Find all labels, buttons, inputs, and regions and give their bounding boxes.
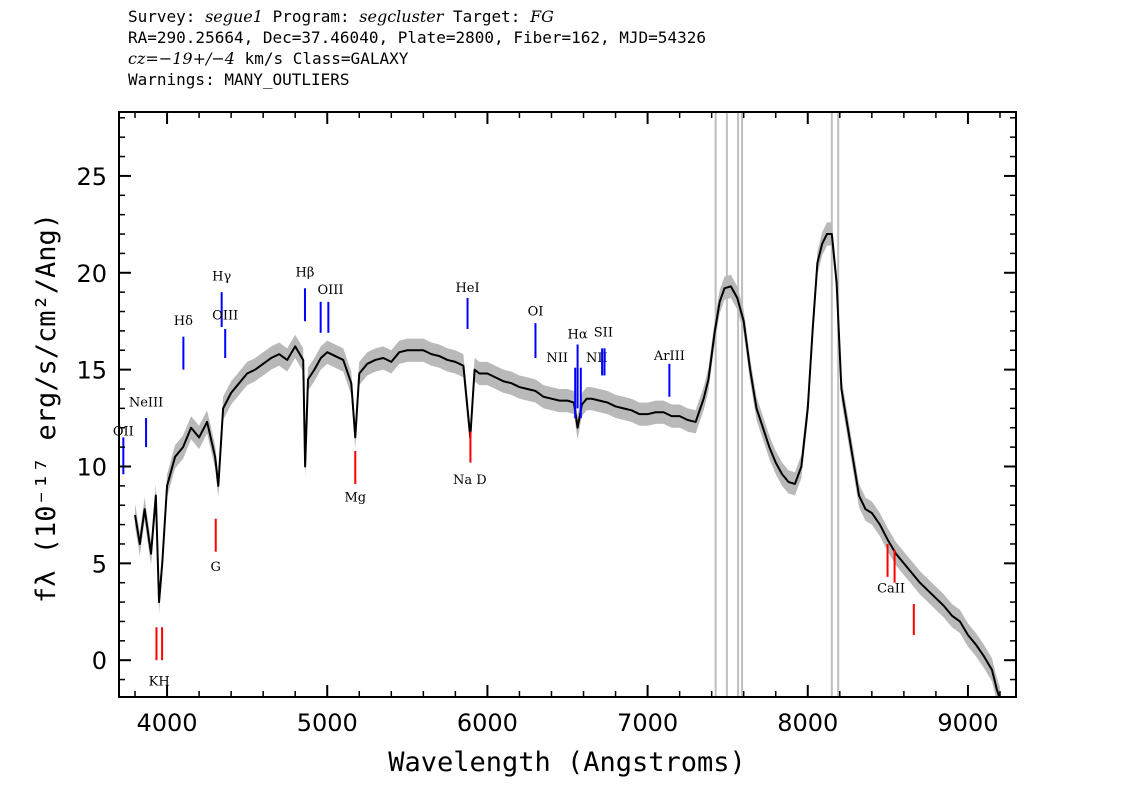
cz-units: km/s Class=GALAXY (244, 49, 409, 68)
survey-value: segue1 (205, 7, 263, 26)
emission-line-label: NII (546, 351, 568, 366)
emission-line-label: OII (113, 424, 134, 439)
coordinates-line: RA=290.25664, Dec=37.46040, Plate=2800, … (128, 28, 706, 47)
target-value: FG (530, 7, 554, 26)
cz-value: =−19+/−4 (145, 49, 235, 68)
emission-line-label: Hγ (212, 270, 231, 285)
error-band-0 (135, 222, 1000, 697)
warnings-line: Warnings: MANY_OUTLIERS (128, 70, 350, 89)
y-tick-label: 25 (76, 163, 107, 191)
y-axis-title: fλ (10⁻¹⁷ erg/s/cm²/Ang) (31, 213, 62, 603)
emission-line-label: OIII (317, 283, 343, 298)
spectrum-line-0 (134, 233, 1001, 697)
survey-line: Survey: segue1 Program: segcluster Targe… (128, 6, 1028, 27)
program-label: Program: (272, 7, 350, 26)
absorption-line-label: Na D (453, 473, 487, 488)
emission-line-label: OI (528, 304, 544, 319)
redshift-line: cz=−19+/−4 km/s Class=GALAXY (128, 48, 1028, 69)
absorption-line-label: G (211, 560, 221, 575)
plot-frame (118, 111, 1017, 698)
x-tick-label: 9000 (937, 709, 998, 737)
y-tick-label: 15 (76, 357, 107, 385)
plot-header: Survey: segue1 Program: segcluster Targe… (128, 6, 1028, 90)
axes: 4000 5000 6000 7000 8000 9000 0 5 10 15 20 25 (76, 112, 1016, 737)
x-tick-label: 6000 (457, 709, 518, 737)
y-tick-label: 0 (92, 647, 107, 675)
x-axis-title: Wavelength (Angstroms) (388, 747, 746, 778)
program-value: segcluster (359, 7, 444, 26)
emission-line-label: Hδ (174, 314, 193, 329)
emission-line-label: NeIII (129, 395, 163, 410)
emission-line-label: OIII (212, 308, 238, 323)
absorption-line-label: KH (149, 674, 170, 689)
x-tick-label: 4000 (137, 709, 198, 737)
survey-label: Survey: (128, 7, 196, 26)
target-label: Target: (453, 7, 521, 26)
spectrum-series (134, 222, 1001, 697)
absorption-line-label: CaII (877, 581, 905, 596)
y-tick-label: 10 (76, 453, 107, 481)
emission-line-label: Hα (568, 328, 588, 343)
mask-lines (714, 112, 840, 697)
x-tick-label: 5000 (297, 709, 358, 737)
emission-line-label: SII (594, 326, 613, 341)
cz-label: cz (128, 49, 146, 68)
y-tick-label: 5 (92, 550, 107, 578)
emission-line-label: Hβ (296, 266, 315, 281)
absorption-line-label: Mg (344, 490, 366, 505)
x-tick-label: 8000 (777, 709, 838, 737)
y-tick-label: 20 (76, 260, 107, 288)
x-tick-label: 7000 (617, 709, 678, 737)
emission-line-label: ArIII (653, 349, 685, 364)
emission-line-label: HeI (455, 281, 479, 296)
